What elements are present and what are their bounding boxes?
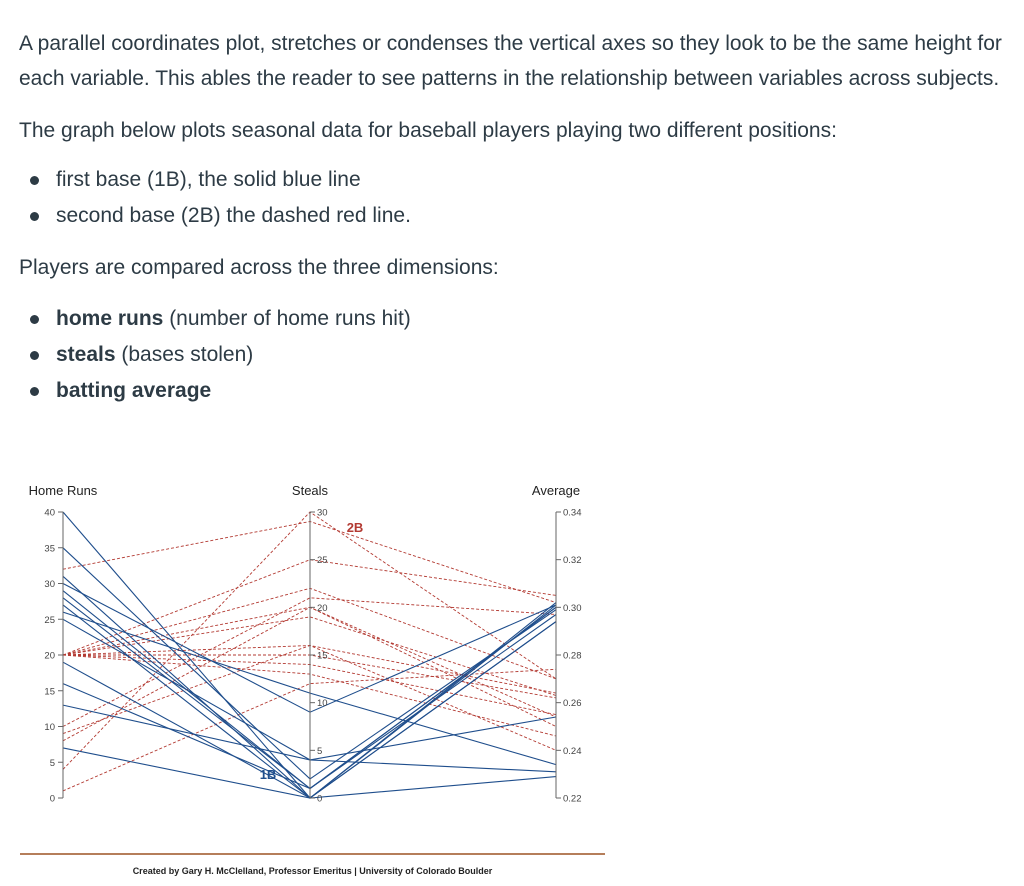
tick-label: 10: [317, 698, 328, 709]
dimension-item-steals: steals (bases stolen): [19, 337, 1009, 373]
tick-label: 25: [44, 615, 55, 626]
axis-title: Average: [532, 483, 580, 498]
tick-label: 30: [317, 508, 328, 519]
position-item-1b: first base (1B), the solid blue line: [19, 162, 1009, 198]
tick-label: 15: [44, 686, 55, 697]
annotation-2b: 2B: [347, 520, 364, 535]
tick-label: 5: [317, 746, 322, 757]
tick-label: 15: [317, 651, 328, 662]
positions-list: first base (1B), the solid blue line sec…: [19, 162, 1009, 234]
article-text: A parallel coordinates plot, stretches o…: [19, 26, 1009, 409]
tick-label: 0: [317, 794, 322, 805]
tick-label: 0.22: [563, 794, 582, 805]
tick-label: 0: [50, 794, 55, 805]
dimension-desc: (number of home runs hit): [163, 307, 411, 330]
dimension-desc: (bases stolen): [115, 343, 254, 366]
tick-label: 0.24: [563, 746, 582, 757]
dimension-item-batting-average: batting average: [19, 373, 1009, 409]
dimensions-lead: Players are compared across the three di…: [19, 256, 499, 279]
chart-svg: Home Runs 0 5 10 15 20 25 30 35 40 Steals 0 5 10 15 20 2…: [29, 483, 582, 805]
axis-title: Steals: [292, 483, 329, 498]
credit-divider: [20, 853, 605, 855]
tick-label: 25: [317, 555, 328, 566]
parallel-coordinates-chart: Home Runs 0 5 10 15 20 25 30 35 40 Steals 0 5 10 15 20 2…: [0, 470, 640, 886]
dimension-item-home-runs: home runs (number of home runs hit): [19, 301, 1009, 337]
tick-label: 0.34: [563, 508, 582, 519]
tick-label: 0.28: [563, 651, 582, 662]
tick-label: 40: [44, 508, 55, 519]
tick-label: 20: [44, 651, 55, 662]
tick-label: 30: [44, 579, 55, 590]
dimension-name: home runs: [56, 307, 164, 330]
tick-label: 35: [44, 543, 55, 554]
credit-line: Created by Gary H. McClelland, Professor…: [132, 866, 493, 876]
tick-label: 0.30: [563, 603, 582, 614]
dimension-name: steals: [56, 343, 116, 366]
tick-label: 20: [317, 603, 328, 614]
chart-canvas: Home Runs 0 5 10 15 20 25 30 35 40 Steals 0 5 10 15 20 2…: [0, 470, 640, 870]
intro-paragraph: A parallel coordinates plot, stretches o…: [19, 32, 1002, 90]
axis-title: Home Runs: [29, 483, 98, 498]
position-item-2b: second base (2B) the dashed red line.: [19, 198, 1009, 234]
tick-label: 10: [44, 722, 55, 733]
series-2b-player-line: [62, 559, 557, 656]
tick-label: 5: [50, 758, 55, 769]
annotation-1b: 1B: [260, 767, 277, 782]
series-2b-player-line: [62, 597, 557, 727]
dimension-name: batting average: [56, 379, 212, 402]
tick-label: 0.26: [563, 698, 582, 709]
tick-label: 0.32: [563, 555, 582, 566]
dimensions-list: home runs (number of home runs hit) stea…: [19, 301, 1009, 409]
positions-lead: The graph below plots seasonal data for …: [19, 119, 837, 142]
